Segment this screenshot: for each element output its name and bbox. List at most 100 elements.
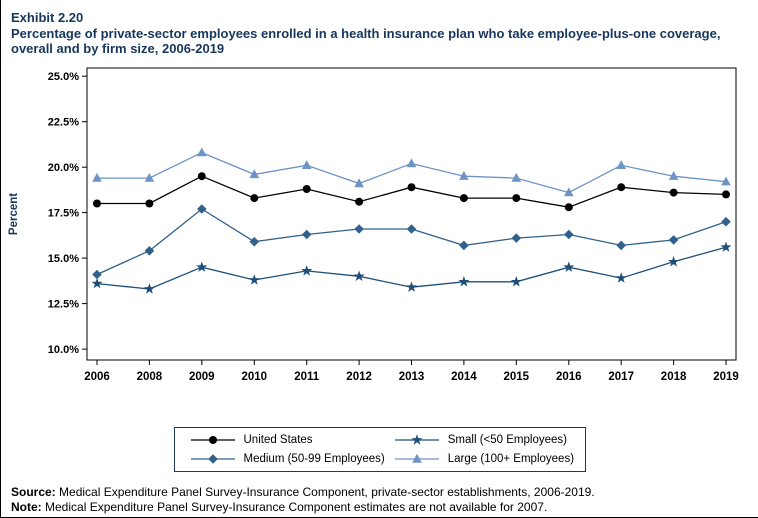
data-point-triangle [354,178,364,188]
data-point-diamond [301,229,312,240]
x-tick-label: 2015 [504,371,530,383]
legend-marker [394,454,439,463]
legend-item: United States [189,433,385,447]
source-line: Source: Medical Expenditure Panel Survey… [11,485,758,500]
data-point-star [405,281,418,293]
y-tick-label: 15.0% [48,253,79,265]
data-point-star [196,261,208,273]
data-point-star [411,434,423,445]
data-point-triangle [144,173,155,183]
data-point-circle [459,194,468,203]
data-point-triangle [721,176,731,186]
series-line [97,175,727,209]
note-text: Medical Expenditure Panel Survey-Insuran… [41,499,548,514]
data-point-circle [669,188,678,197]
data-point-diamond [197,204,207,215]
data-point-circle [93,199,101,208]
data-point-star [301,265,313,276]
data-point-triangle [92,173,102,183]
data-point-triangle [616,160,626,170]
x-tick-label: 2009 [189,371,215,383]
x-tick-label: 2018 [661,371,687,383]
x-tick-label: 2012 [346,371,372,383]
data-point-diamond [207,454,218,465]
data-point-star [720,241,732,253]
legend: United States Small (<50 Employees) Medium… [173,427,586,473]
legend-grid: United States Small (<50 Employees) Medium… [189,433,575,466]
source-text: Medical Expenditure Panel Survey-Insuran… [55,485,595,500]
x-tick-label: 2017 [608,371,634,383]
data-point-diamond [92,269,102,280]
exhibit-number: Exhibit 2.20 [11,10,84,25]
data-point-diamond [459,240,469,251]
y-tick-label: 22.5% [48,117,79,129]
legend-label: Small (<50 Employees) [447,434,567,447]
data-point-circle [250,194,259,203]
data-point-star [510,276,522,287]
data-point-triangle [249,169,260,179]
legend-item: Large (100+ Employees) [393,452,575,466]
data-point-diamond [249,237,260,247]
y-tick-label: 25.0% [48,71,79,83]
data-point-circle [512,194,521,203]
data-point-circle [564,203,573,212]
x-tick-label: 2016 [556,371,582,383]
data-point-triangle [511,173,522,183]
legend-marker [190,454,235,465]
footer-notes: Source: Medical Expenditure Panel Survey… [11,485,758,514]
x-tick-label: 2010 [242,371,268,383]
data-point-diamond [144,246,155,256]
data-point-star [91,278,103,289]
x-tick-label: 2014 [451,371,477,383]
data-point-diamond [406,224,417,235]
x-tick-label: 2006 [84,371,110,383]
data-point-triangle [197,147,207,157]
data-point-star [248,274,260,285]
data-point-star [143,283,155,294]
data-point-diamond [668,235,679,245]
legend-label: United States [243,434,313,447]
x-tick-label: 2008 [137,371,163,383]
series-line [96,208,727,276]
legend-item: Medium (50-99 Employees) [189,452,385,466]
data-point-diamond [511,233,522,244]
data-point-triangle [668,171,679,181]
note-label: Note: [11,499,42,514]
chart-area: 10.0% 12.5% 15.0% 17.5% 20.0% 22.5% 25.0% 2006 2… [1,58,758,401]
x-tick-label: 2013 [399,371,425,383]
exhibit-title: Percentage of private-sector employees e… [11,26,721,57]
data-point-diamond [616,240,626,251]
legend-marker [190,436,235,445]
legend-label: Medium (50-99 Employees) [243,453,385,466]
data-point-circle [617,183,626,192]
y-tick-label: 20.0% [48,162,79,174]
data-point-star [668,256,680,267]
legend-item: Small (<50 Employees) [393,433,575,447]
data-point-triangle [411,454,422,463]
data-point-triangle [301,160,312,170]
data-point-star [353,270,365,282]
y-tick-label: 10.0% [48,344,79,356]
data-point-circle [208,436,217,445]
data-point-circle [197,172,206,181]
data-point-circle [145,199,154,208]
data-point-diamond [564,229,574,240]
plot-border [86,67,737,361]
legend-marker [394,434,439,445]
data-point-circle [722,190,730,199]
x-tick-label: 2019 [713,371,739,383]
legend-label: Large (100+ Employees) [447,453,575,466]
x-tick-label: 2011 [294,371,320,383]
data-point-diamond [721,217,731,227]
line-chart: 10.0% 12.5% 15.0% 17.5% 20.0% 22.5% 25.0% 2006 2… [8,67,739,383]
data-point-star [615,272,627,284]
data-point-triangle [564,187,574,197]
data-point-star [563,261,575,273]
data-point-circle [302,185,311,194]
data-point-circle [355,197,364,206]
data-point-triangle [406,158,417,168]
source-label: Source: [11,485,56,500]
data-point-triangle [459,171,469,181]
note-line: Note: Medical Expenditure Panel Survey-I… [11,500,758,515]
